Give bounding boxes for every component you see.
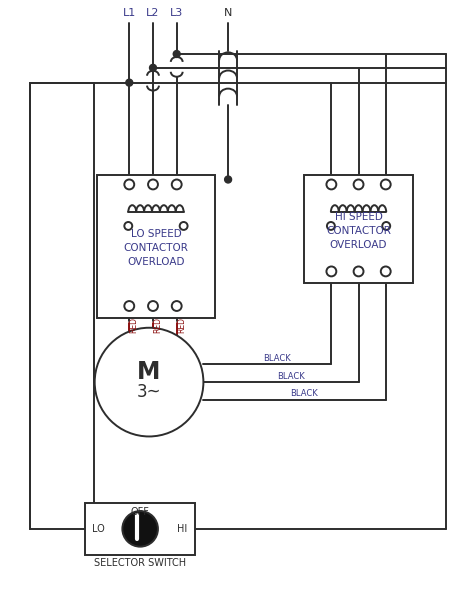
Circle shape	[148, 180, 158, 189]
Circle shape	[124, 222, 132, 230]
Text: HI SPEED: HI SPEED	[335, 212, 383, 222]
Text: OVERLOAD: OVERLOAD	[330, 240, 387, 249]
Text: LO: LO	[92, 524, 105, 534]
Bar	[97, 175, 215, 318]
Circle shape	[172, 180, 182, 189]
Circle shape	[382, 222, 390, 230]
Circle shape	[172, 301, 182, 311]
Text: BLACK: BLACK	[264, 354, 291, 363]
Circle shape	[354, 180, 364, 189]
Circle shape	[122, 511, 158, 547]
Circle shape	[354, 267, 364, 276]
Circle shape	[148, 301, 158, 311]
Text: RED: RED	[154, 318, 163, 333]
Text: L2: L2	[146, 9, 160, 18]
Text: 3~: 3~	[137, 383, 161, 401]
Text: L1: L1	[123, 9, 136, 18]
Circle shape	[149, 64, 156, 71]
Text: HI: HI	[176, 524, 187, 534]
Text: OFF: OFF	[131, 506, 150, 517]
Text: RED: RED	[177, 318, 186, 333]
Text: BLACK: BLACK	[277, 371, 305, 381]
Circle shape	[180, 222, 188, 230]
Circle shape	[95, 328, 203, 436]
Circle shape	[124, 301, 134, 311]
Bar	[85, 503, 195, 555]
Text: CONTACTOR: CONTACTOR	[326, 226, 391, 236]
Circle shape	[124, 180, 134, 189]
Text: OVERLOAD: OVERLOAD	[127, 257, 185, 267]
Text: L3: L3	[170, 9, 183, 18]
Circle shape	[327, 180, 337, 189]
Text: N: N	[224, 9, 232, 18]
Text: CONTACTOR: CONTACTOR	[124, 243, 188, 253]
Text: BLACK: BLACK	[291, 389, 319, 398]
Circle shape	[126, 79, 133, 86]
Text: SELECTOR SWITCH: SELECTOR SWITCH	[94, 558, 186, 568]
Bar	[304, 175, 413, 283]
Circle shape	[381, 267, 391, 276]
Circle shape	[327, 222, 335, 230]
Circle shape	[225, 176, 232, 183]
Text: LO SPEED: LO SPEED	[130, 229, 182, 239]
Circle shape	[173, 50, 180, 58]
Text: RED: RED	[130, 318, 139, 333]
Circle shape	[327, 267, 337, 276]
Text: M: M	[137, 360, 161, 384]
Circle shape	[381, 180, 391, 189]
